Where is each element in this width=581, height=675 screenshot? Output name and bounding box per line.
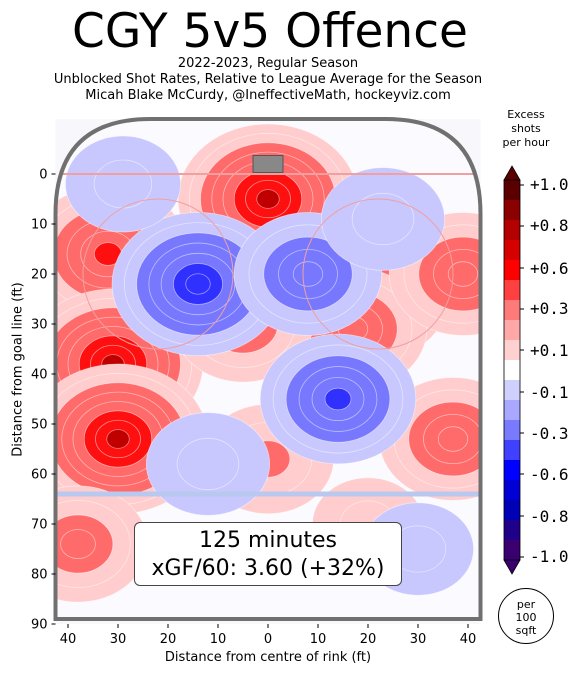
- colorbar-band: [504, 220, 520, 241]
- colorbar-band: [504, 540, 520, 561]
- y-tick-label: 90: [31, 618, 48, 633]
- chart-subtitle-description: Unblocked Shot Rates, Relative to League…: [53, 72, 483, 87]
- colorbar-label: -0.6: [530, 465, 569, 484]
- hot-zone: [55, 485, 149, 603]
- colorbar-bottom-arrow: [503, 559, 521, 575]
- colorbar-band: [504, 520, 520, 541]
- cold-zone: [65, 135, 181, 233]
- x-axis-label: Distance from centre of rink (ft): [164, 650, 372, 665]
- colorbar-band: [504, 240, 520, 261]
- x-tick-label: 40: [60, 632, 77, 647]
- contour-ring: [60, 529, 96, 559]
- contour-ring: [292, 261, 324, 287]
- y-tick-label: 60: [31, 468, 48, 483]
- x-tick-label: 0: [264, 632, 272, 647]
- colorbar-label: -0.3: [530, 424, 569, 443]
- contour-ring: [437, 426, 469, 452]
- colorbar-band: [504, 320, 520, 341]
- colorbar-label: +0.8: [530, 216, 569, 235]
- x-tick-label: 30: [410, 632, 427, 647]
- colorbar-label: +0.1: [530, 341, 569, 360]
- colorbar-band: [504, 340, 520, 361]
- colorbar-band: [504, 260, 520, 281]
- x-tick-label: 20: [360, 632, 377, 647]
- colorbar-band: [504, 200, 520, 221]
- blue-line: [55, 491, 481, 497]
- contour-ring: [176, 437, 240, 491]
- faceoff-circle: [302, 198, 454, 350]
- colorbar-label: +0.6: [530, 259, 569, 278]
- contour-ring: [447, 261, 479, 287]
- colorbar-band: [504, 460, 520, 481]
- colorbar-band: [504, 300, 520, 321]
- chart-subtitle-season: 2022-2023, Regular Season: [177, 56, 359, 71]
- y-tick-label: 30: [31, 318, 48, 333]
- colorbar-frame: [503, 179, 521, 561]
- xgf-text: xGF/60: 3.60 (+32%): [151, 556, 385, 581]
- y-tick-label: 50: [31, 418, 48, 433]
- x-tick-label: 10: [310, 632, 327, 647]
- colorbar-band: [504, 500, 520, 521]
- y-tick-label: 10: [31, 218, 48, 233]
- colorbar-band: [504, 420, 520, 441]
- colorbar-band: [504, 360, 520, 381]
- y-tick-label: 40: [31, 368, 48, 383]
- y-tick-label: 0: [39, 168, 47, 183]
- unit-circle: per 100 sqft: [498, 588, 554, 644]
- colorbar-band: [504, 180, 520, 201]
- cold-zone: [259, 333, 417, 465]
- hot-zone: [378, 377, 481, 501]
- heatmap-layer: [55, 119, 481, 619]
- colorbar-band: [504, 400, 520, 421]
- x-tick-label: 20: [160, 632, 177, 647]
- contour-ring: [256, 189, 280, 209]
- goal-net: [252, 155, 284, 173]
- rink-boards: [53, 117, 483, 621]
- colorbar-label: -0.1: [530, 383, 569, 402]
- cold-zone: [320, 167, 446, 271]
- x-tick-label: 10: [210, 632, 227, 647]
- chart-subtitle-author: Micah Blake McCurdy, @IneffectiveMath, h…: [85, 88, 451, 103]
- chart-title: CGY 5v5 Offence: [72, 4, 468, 59]
- contour-ring: [106, 429, 130, 449]
- colorbar-band: [504, 480, 520, 501]
- colorbar-band: [504, 280, 520, 301]
- cold-zone: [145, 412, 271, 516]
- colorbar-label: -1.0: [530, 547, 569, 566]
- summary-box: 125 minutes xGF/60: 3.60 (+32%): [134, 522, 402, 586]
- y-tick-label: 20: [31, 268, 48, 283]
- colorbar-band: [504, 440, 520, 461]
- contour-ring: [185, 273, 211, 295]
- y-tick-label: 80: [31, 568, 48, 583]
- colorbar-label: -0.8: [530, 507, 569, 526]
- y-tick-label: 70: [31, 518, 48, 533]
- cold-zone: [111, 211, 285, 357]
- contour-ring: [324, 387, 352, 411]
- colorbar-top-arrow: [503, 165, 521, 181]
- contour-ring: [351, 192, 415, 246]
- x-tick-label: 40: [460, 632, 477, 647]
- colorbar-label: +0.3: [530, 299, 569, 318]
- x-tick-label: 30: [110, 632, 127, 647]
- colorbar-title: Excess shots per hour: [502, 108, 550, 149]
- colorbar-label: +1.0: [530, 175, 569, 194]
- y-axis-label: Distance from goal line (ft): [10, 282, 26, 457]
- colorbar-band: [504, 380, 520, 401]
- faceoff-circle: [82, 198, 234, 350]
- minutes-text: 125 minutes: [198, 528, 338, 553]
